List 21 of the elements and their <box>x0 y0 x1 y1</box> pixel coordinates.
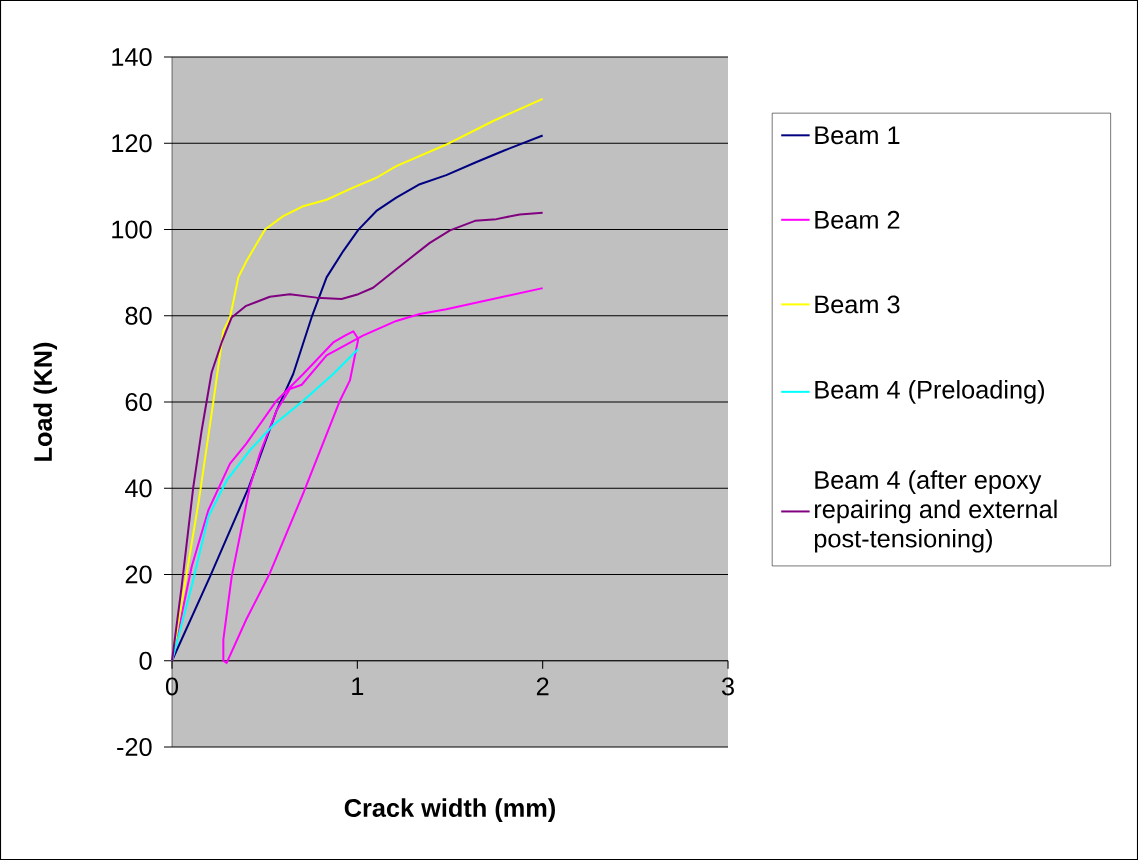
y-tick-label: 80 <box>125 306 152 325</box>
legend-label: Beam 3 <box>815 295 900 314</box>
y-tick-label: 140 <box>112 48 152 66</box>
line-series <box>171 347 360 662</box>
legend-label: Beam 2 <box>815 210 900 229</box>
y-tick-label: -20 <box>117 738 152 756</box>
y-tick-label: 0 <box>139 651 152 670</box>
legend-label: Beam 1 <box>815 126 900 145</box>
x-tick-label: 0 <box>165 677 179 696</box>
y-tick-label: 20 <box>125 565 152 584</box>
x-tick-label: 3 <box>721 677 734 696</box>
legend-label: Beam 4 (after epoxy repairing and external post-tensioning) <box>814 470 1057 553</box>
x-axis-title: Crack width (mm) <box>344 798 555 822</box>
y-tick-label: 60 <box>125 393 152 411</box>
y-axis-title: Load (KN) <box>33 342 58 461</box>
y-tick-label: 120 <box>112 134 152 153</box>
y-tick-label: 100 <box>112 220 152 239</box>
x-tick-label: 1 <box>352 677 364 695</box>
legend-label: Beam 4 (Preloading) <box>815 380 1045 404</box>
x-tick-label: 2 <box>536 677 549 696</box>
y-tick-label: 40 <box>125 479 152 498</box>
